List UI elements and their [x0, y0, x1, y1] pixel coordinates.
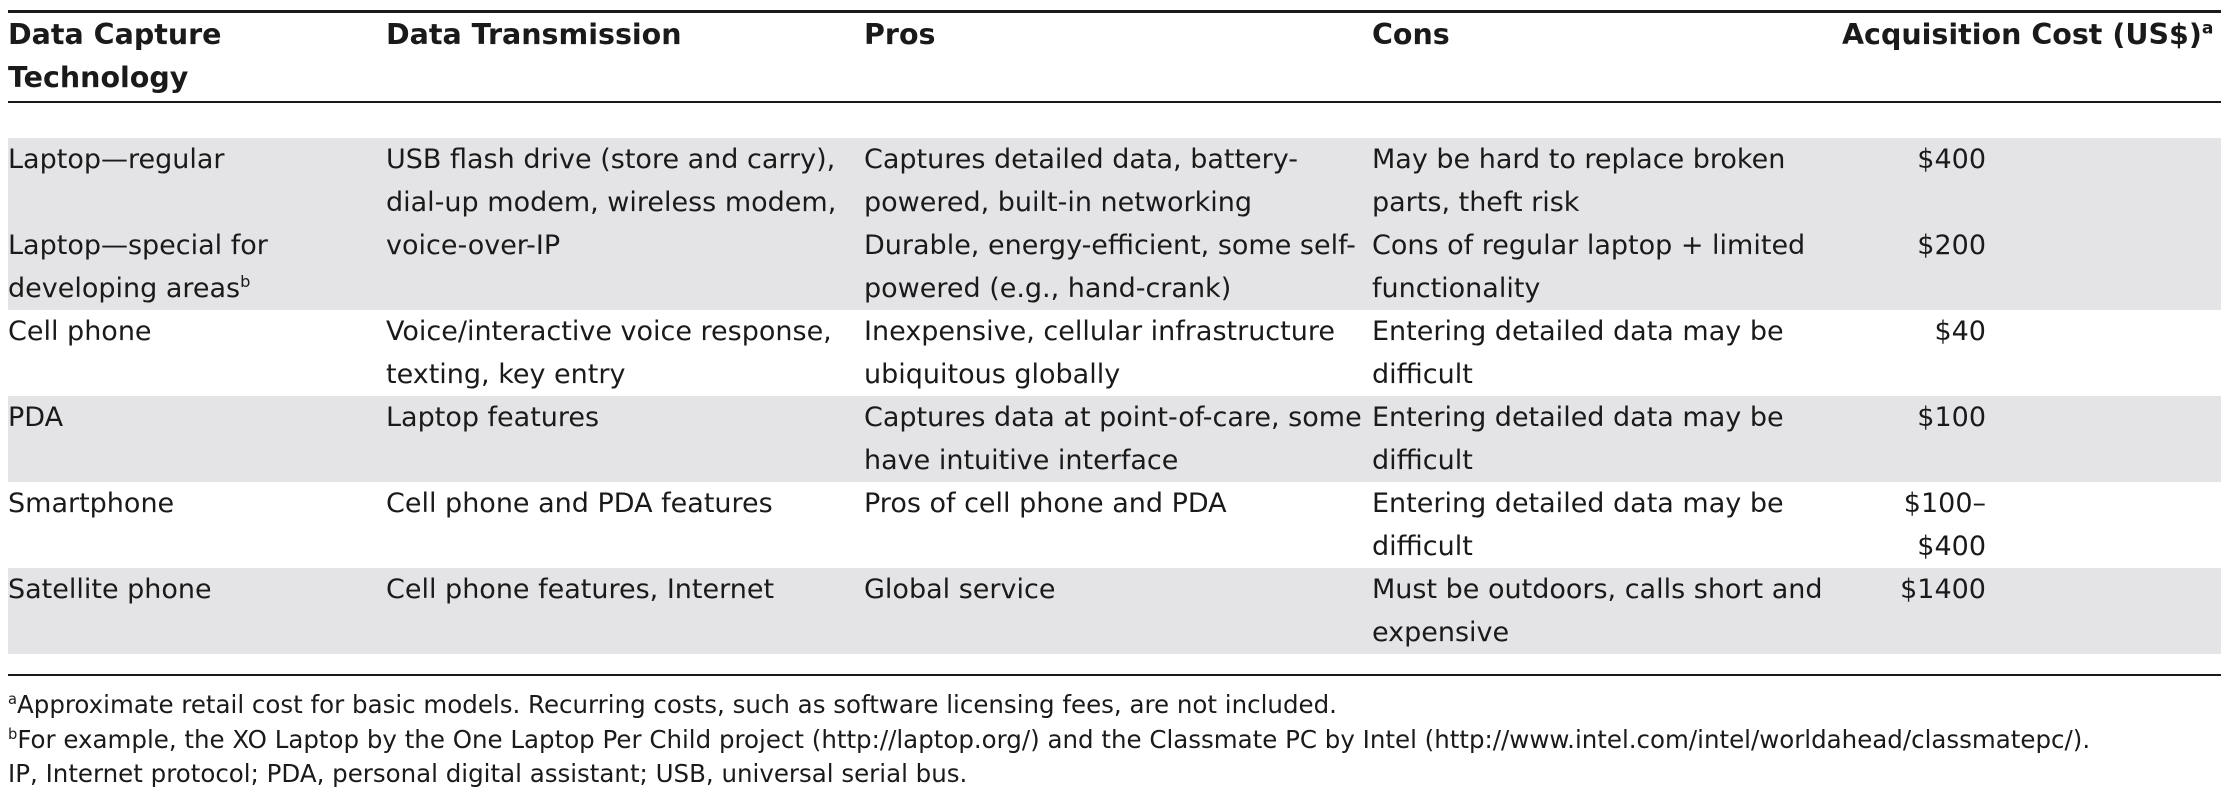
table-row: Smartphone Cell phone and PDA features P…: [8, 482, 2221, 568]
cell-pros: Pros of cell phone and PDA: [864, 482, 1372, 568]
table-spacer-row: [8, 103, 2221, 138]
table-header-rule: [8, 101, 2221, 103]
cell-cons: Must be outdoors, calls short and expens…: [1372, 568, 1842, 654]
cell-technology: Smartphone: [8, 482, 386, 568]
footnote-b-marker: b: [240, 272, 251, 291]
footnote-a: aApproximate retail cost for basic model…: [8, 690, 1337, 719]
header-pros: Pros: [864, 18, 936, 51]
cell-cons: May be hard to replace broken parts, the…: [1372, 138, 1842, 224]
table-row: PDA Laptop features Captures data at poi…: [8, 396, 2221, 482]
cell-technology: PDA: [8, 396, 386, 482]
table-row: Cell phone Voice/interactive voice respo…: [8, 310, 2221, 396]
cell-cost: $100: [1842, 396, 2221, 482]
table-row: Laptop—regular USB flash drive (store an…: [8, 138, 2221, 310]
cell-transmission: Voice/interactive voice response, textin…: [386, 310, 864, 396]
cell-transmission: USB flash drive (store and carry), dial-…: [386, 138, 864, 310]
table-row: Laptop—special for developing areasb Dur…: [8, 224, 2221, 310]
cell-technology: Satellite phone: [8, 568, 386, 654]
cell-cons: Entering detailed data may be difficult: [1372, 482, 1842, 568]
header-cost: Acquisition Cost (US$)a: [1842, 18, 2214, 51]
cell-transmission: Laptop features: [386, 396, 864, 482]
table-row: Satellite phone Cell phone features, Int…: [8, 568, 2221, 654]
table-spacer-row: [8, 654, 2221, 674]
header-transmission: Data Transmission: [386, 18, 682, 51]
cell-cost: $1400: [1842, 568, 2221, 654]
table-top-rule: [8, 10, 2221, 13]
cell-cons: Entering detailed data may be difficult: [1372, 396, 1842, 482]
data-capture-table-body: Laptop—regular USB flash drive (store an…: [8, 103, 2221, 674]
header-technology: Data Capture Technology: [8, 18, 222, 94]
cell-cost: $400: [1842, 138, 2221, 224]
footnote-a-marker: a: [2201, 18, 2214, 39]
data-capture-table-figure: Data Capture Technology Data Transmission…: [8, 10, 2221, 792]
cell-pros: Inexpensive, cellular infrastructure ubi…: [864, 310, 1372, 396]
cell-cost: $200: [1842, 224, 2221, 310]
table-bottom-rule: [8, 674, 2221, 676]
table-header-row: Data Capture Technology Data Transmission…: [8, 13, 2221, 101]
cell-pros: Global service: [864, 568, 1372, 654]
cell-cons: Cons of regular laptop + limited functio…: [1372, 224, 1842, 310]
cell-technology: Laptop—special for developing areasb: [8, 224, 386, 310]
cell-cons: Entering detailed data may be difficult: [1372, 310, 1842, 396]
cell-cost: $40: [1842, 310, 2221, 396]
table-footnotes: aApproximate retail cost for basic model…: [8, 688, 2221, 792]
footnote-abbreviations: IP, Internet protocol; PDA, personal dig…: [8, 759, 968, 788]
cell-pros: Captures detailed data, battery-powered,…: [864, 138, 1372, 224]
cell-technology: Cell phone: [8, 310, 386, 396]
cell-technology: Laptop—regular: [8, 138, 386, 224]
footnote-b: bFor example, the XO Laptop by the One L…: [8, 724, 2091, 754]
cell-transmission: Cell phone features, Internet: [386, 568, 864, 654]
cell-pros: Captures data at point-of-care, some hav…: [864, 396, 1372, 482]
header-cons: Cons: [1372, 18, 1450, 51]
data-capture-table: Data Capture Technology Data Transmission…: [8, 13, 2221, 101]
cell-pros: Durable, energy-efficient, some self-pow…: [864, 224, 1372, 310]
cell-cost: $100–$400: [1842, 482, 2221, 568]
cell-transmission: Cell phone and PDA features: [386, 482, 864, 568]
